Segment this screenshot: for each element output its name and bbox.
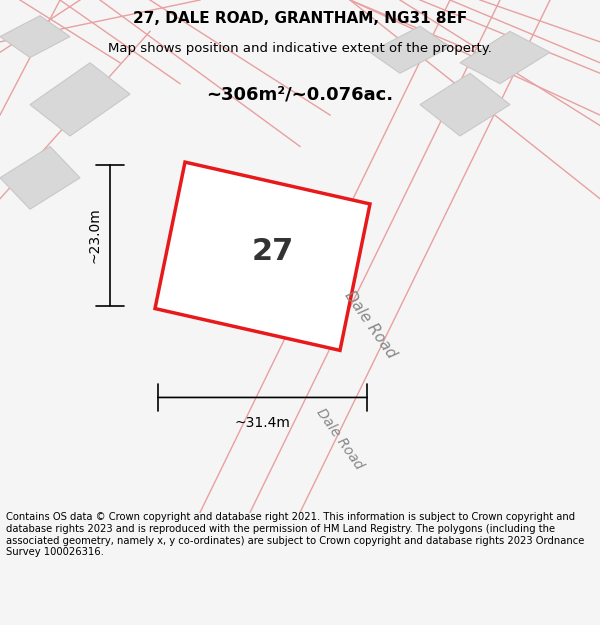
- Polygon shape: [460, 31, 550, 84]
- Polygon shape: [0, 146, 80, 209]
- Polygon shape: [155, 162, 370, 351]
- Polygon shape: [0, 16, 70, 58]
- Text: Dale Road: Dale Road: [341, 288, 398, 361]
- Text: ~31.4m: ~31.4m: [235, 416, 290, 430]
- Polygon shape: [370, 26, 450, 73]
- Text: Contains OS data © Crown copyright and database right 2021. This information is : Contains OS data © Crown copyright and d…: [6, 512, 584, 558]
- Text: ~23.0m: ~23.0m: [88, 208, 102, 263]
- Text: Map shows position and indicative extent of the property.: Map shows position and indicative extent…: [108, 42, 492, 55]
- Text: ~306m²/~0.076ac.: ~306m²/~0.076ac.: [206, 85, 394, 103]
- Text: 27: 27: [251, 236, 293, 266]
- Text: Dale Road: Dale Road: [314, 406, 366, 472]
- Text: 27, DALE ROAD, GRANTHAM, NG31 8EF: 27, DALE ROAD, GRANTHAM, NG31 8EF: [133, 11, 467, 26]
- Polygon shape: [420, 73, 510, 136]
- Polygon shape: [30, 62, 130, 136]
